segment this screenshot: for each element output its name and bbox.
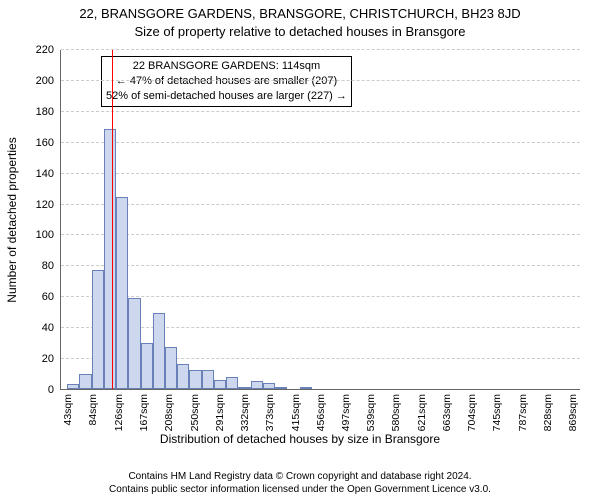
y-tick-label: 220 bbox=[14, 44, 54, 56]
histogram-bar bbox=[67, 384, 79, 389]
x-tick-label: 167sqm bbox=[138, 394, 150, 431]
y-tick-label: 140 bbox=[14, 168, 54, 180]
x-tick-label: 704sqm bbox=[466, 394, 478, 431]
chart-subtitle: Size of property relative to detached ho… bbox=[0, 24, 600, 39]
histogram-bar bbox=[202, 370, 214, 389]
x-tick-label: 332sqm bbox=[239, 394, 251, 431]
x-tick-label: 621sqm bbox=[416, 394, 428, 431]
histogram-bar bbox=[214, 380, 226, 389]
y-tick-label: 60 bbox=[14, 291, 54, 303]
footer-line-2: Contains public sector information licen… bbox=[0, 483, 600, 496]
annotation-line-1: 22 BRANSGORE GARDENS: 114sqm bbox=[106, 59, 347, 74]
x-tick-label: 497sqm bbox=[340, 394, 352, 431]
gridline bbox=[61, 49, 580, 50]
chart-title-address: 22, BRANSGORE GARDENS, BRANSGORE, CHRIST… bbox=[0, 6, 600, 21]
x-tick-label: 84sqm bbox=[87, 394, 99, 426]
property-marker-line bbox=[112, 50, 113, 389]
gridline bbox=[61, 234, 580, 235]
y-tick-label: 80 bbox=[14, 260, 54, 272]
y-axis-label: Number of detached properties bbox=[5, 137, 19, 302]
x-tick-label: 291sqm bbox=[214, 394, 226, 431]
x-tick-label: 456sqm bbox=[315, 394, 327, 431]
histogram-bar bbox=[238, 387, 250, 389]
histogram-bar bbox=[177, 364, 189, 389]
histogram-bar bbox=[263, 383, 275, 389]
chart-container: 22, BRANSGORE GARDENS, BRANSGORE, CHRIST… bbox=[0, 0, 600, 500]
histogram-bar bbox=[226, 377, 238, 389]
y-tick-label: 0 bbox=[14, 384, 54, 396]
histogram-bar bbox=[104, 129, 116, 389]
x-tick-label: 745sqm bbox=[491, 394, 503, 431]
footer-line-1: Contains HM Land Registry data © Crown c… bbox=[0, 470, 600, 483]
histogram-bar bbox=[189, 370, 201, 389]
y-tick-label: 180 bbox=[14, 106, 54, 118]
gridline bbox=[61, 173, 580, 174]
y-tick-label: 40 bbox=[14, 322, 54, 334]
x-tick-label: 580sqm bbox=[390, 394, 402, 431]
x-axis-label: Distribution of detached houses by size … bbox=[0, 432, 600, 446]
gridline bbox=[61, 265, 580, 266]
histogram-bar bbox=[300, 387, 312, 389]
annotation-line-3: 52% of semi-detached houses are larger (… bbox=[106, 89, 347, 104]
histogram-bar bbox=[153, 313, 165, 389]
histogram-bar bbox=[141, 343, 153, 389]
x-tick-label: 663sqm bbox=[441, 394, 453, 431]
x-tick-label: 415sqm bbox=[290, 394, 302, 431]
x-tick-label: 828sqm bbox=[542, 394, 554, 431]
gridline bbox=[61, 111, 580, 112]
gridline bbox=[61, 204, 580, 205]
x-tick-label: 787sqm bbox=[517, 394, 529, 431]
annotation-line-2: ← 47% of detached houses are smaller (20… bbox=[106, 74, 347, 89]
plot-area: 22 BRANSGORE GARDENS: 114sqm ← 47% of de… bbox=[60, 50, 580, 390]
x-tick-label: 373sqm bbox=[264, 394, 276, 431]
histogram-bar bbox=[92, 270, 104, 389]
gridline bbox=[61, 80, 580, 81]
x-tick-label: 869sqm bbox=[567, 394, 579, 431]
histogram-bar bbox=[165, 347, 177, 389]
y-tick-label: 20 bbox=[14, 353, 54, 365]
y-tick-label: 160 bbox=[14, 137, 54, 149]
x-tick-label: 208sqm bbox=[163, 394, 175, 431]
x-tick-label: 250sqm bbox=[189, 394, 201, 431]
gridline bbox=[61, 142, 580, 143]
histogram-bar bbox=[275, 387, 287, 389]
histogram-bar bbox=[79, 374, 91, 389]
y-tick-label: 100 bbox=[14, 229, 54, 241]
x-tick-label: 126sqm bbox=[113, 394, 125, 431]
annotation-box: 22 BRANSGORE GARDENS: 114sqm ← 47% of de… bbox=[101, 56, 352, 107]
histogram-bar bbox=[251, 381, 263, 389]
histogram-bar bbox=[128, 298, 140, 389]
y-tick-label: 200 bbox=[14, 75, 54, 87]
x-tick-label: 539sqm bbox=[365, 394, 377, 431]
histogram-bar bbox=[116, 197, 128, 389]
x-tick-label: 43sqm bbox=[62, 394, 74, 426]
y-tick-label: 120 bbox=[14, 199, 54, 211]
footer-credits: Contains HM Land Registry data © Crown c… bbox=[0, 470, 600, 496]
